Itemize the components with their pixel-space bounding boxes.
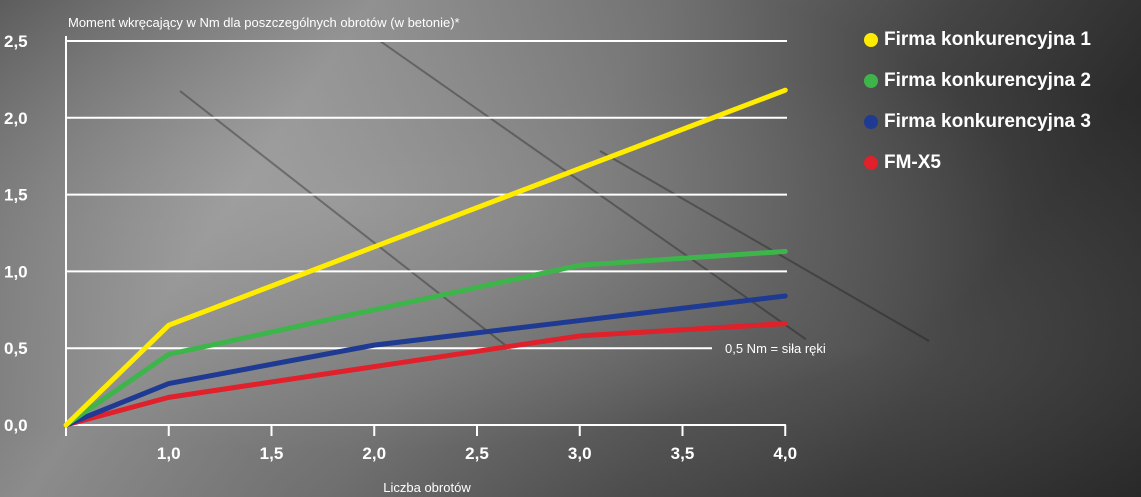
legend-label: Firma konkurencyjna 1 (884, 29, 1091, 50)
legend-item: Firma konkurencyjna 1 (864, 29, 1091, 50)
series-line-4 (63, 321, 788, 428)
x-tick-label: 1,0 (157, 444, 181, 463)
x-tick-label: 2,5 (465, 444, 489, 463)
legend-dot-icon (864, 33, 878, 47)
x-tick-label: 3,0 (568, 444, 592, 463)
legend-label: FM-X5 (884, 152, 941, 173)
y-tick-label: 2,0 (4, 109, 28, 128)
legend-label: Firma konkurencyjna 2 (884, 70, 1091, 91)
series-line-1 (63, 87, 788, 428)
chart-title: Moment wkręcający w Nm dla poszczególnyc… (68, 15, 460, 30)
legend-dot-icon (864, 115, 878, 129)
legend-item: Firma konkurencyjna 3 (864, 111, 1091, 132)
x-tick-label: 4,0 (773, 444, 797, 463)
legend-item: FM-X5 (864, 152, 1091, 173)
x-tick-label: 2,0 (362, 444, 386, 463)
legend-item: Firma konkurencyjna 2 (864, 70, 1091, 91)
series-line-3 (63, 293, 788, 428)
x-tick-label: 3,5 (671, 444, 695, 463)
hand-force-annotation: 0,5 Nm = siła ręki (725, 341, 826, 356)
y-tick-label: 2,5 (4, 32, 28, 51)
legend-dot-icon (864, 156, 878, 170)
chart-legend: Firma konkurencyjna 1 Firma konkurencyjna… (864, 29, 1091, 194)
series-line-2 (63, 248, 788, 428)
y-tick-label: 1,5 (4, 186, 28, 205)
legend-label: Firma konkurencyjna 3 (884, 111, 1091, 132)
y-tick-label: 0,5 (4, 339, 28, 358)
y-tick-label: 0,0 (4, 416, 28, 435)
y-tick-label: 1,0 (4, 262, 28, 281)
x-axis-label: Liczba obrotów (383, 480, 471, 495)
x-tick-label: 1,5 (260, 444, 284, 463)
legend-dot-icon (864, 74, 878, 88)
